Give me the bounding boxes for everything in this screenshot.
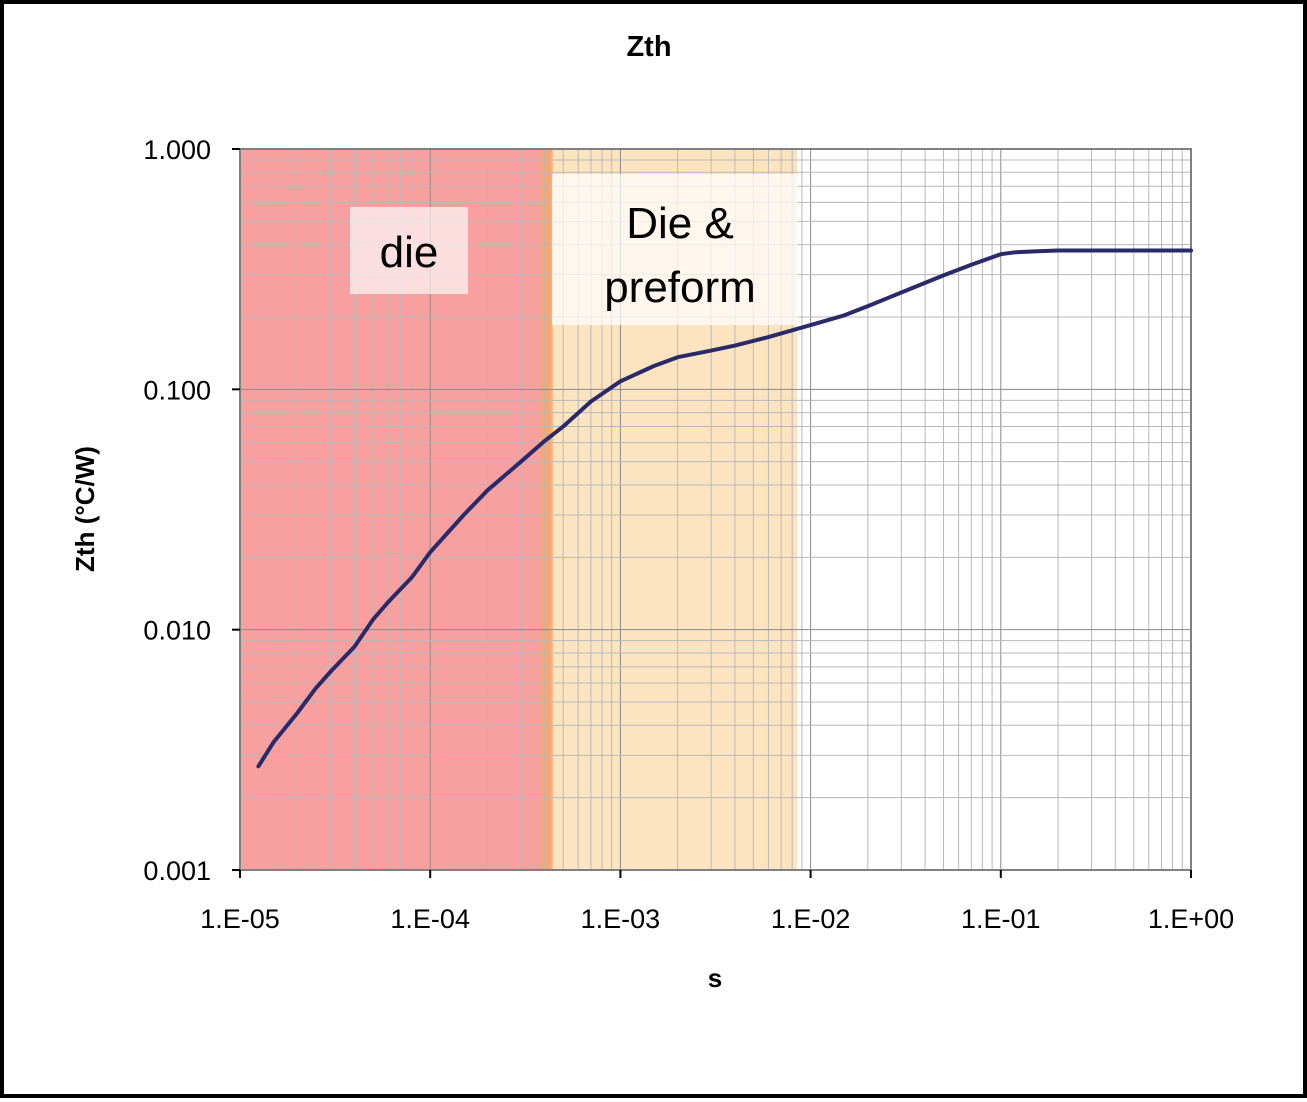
- series-line-1: [256, 248, 1193, 769]
- y-axis-label: Zth (°C/W): [70, 446, 100, 572]
- x-tick-label: 1.E-03: [581, 904, 661, 934]
- region-label-die: die: [380, 228, 439, 277]
- zth-chart: die Die & preform 1.E-05 1.E-04 1.E-03 1.E-02…: [70, 31, 1234, 993]
- y-tick-label: 1.000: [143, 135, 211, 165]
- region-labels: die Die & preform: [350, 174, 798, 325]
- region-label-bg-die-preform: [552, 174, 798, 325]
- x-tick-label: 1.E-05: [200, 904, 280, 934]
- x-tick-label: 1.E-02: [771, 904, 851, 934]
- region-boundary: [540, 149, 553, 870]
- region-label-die-preform-line-2: preform: [604, 263, 756, 312]
- x-tick-label: 1.E-04: [390, 904, 470, 934]
- series-layer: [256, 248, 1193, 769]
- tick-labels: 1.E-05 1.E-04 1.E-03 1.E-02 1.E-01 1.E+00 0.00…: [143, 135, 1234, 934]
- y-tick-label: 0.010: [143, 616, 211, 646]
- chart-title: Zth: [626, 31, 671, 63]
- y-tick-label: 0.001: [143, 856, 211, 886]
- region-label-bg-die: [350, 207, 468, 294]
- plot-area-border: [239, 148, 1192, 871]
- y-tick-label: 0.100: [143, 375, 211, 405]
- x-tick-label: 1.E-01: [961, 904, 1041, 934]
- x-axis-label: s: [708, 963, 722, 993]
- x-tick-label: 1.E+00: [1148, 904, 1234, 934]
- region-label-die-preform-line-1: Die &: [626, 199, 734, 248]
